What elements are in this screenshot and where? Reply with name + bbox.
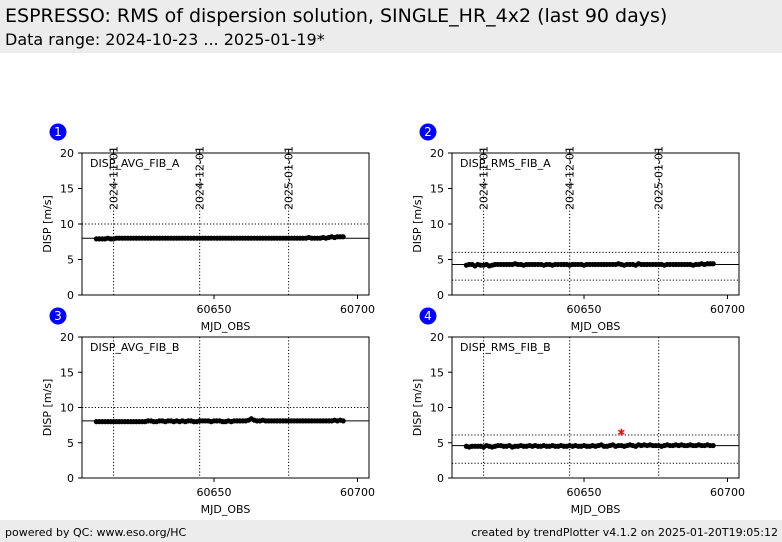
x-tick-label: 60700 [340, 303, 375, 316]
x-tick-label: 60700 [340, 486, 375, 499]
panel-number: 2 [424, 125, 432, 139]
panel-number-badge [49, 123, 67, 141]
data-point [710, 442, 716, 449]
x-tick-label: 60700 [710, 303, 745, 316]
x-tick-label: 60650 [197, 486, 232, 499]
data-range-subtitle: Data range: 2024-10-23 ... 2025-01-19* [5, 30, 325, 49]
y-tick-label: 20 [430, 331, 444, 344]
x-tick-label: 60650 [567, 303, 602, 316]
footer-created-by: created by trendPlotter v4.1.2 on 2025-0… [471, 526, 778, 539]
outlier-stroke [617, 429, 625, 435]
data-point [340, 234, 346, 240]
x-axis-label: MJD_OBS [571, 503, 621, 516]
x-axis-label: MJD_OBS [571, 320, 621, 333]
date-tick-label: 2025-01-01 [283, 146, 296, 210]
panel-number: 1 [54, 125, 62, 139]
y-tick-label: 20 [60, 331, 74, 344]
y-axis-label: DISP [m/s] [411, 379, 424, 437]
y-tick-label: 10 [430, 402, 444, 415]
panel-number-badge [49, 307, 67, 325]
page-title: ESPRESSO: RMS of dispersion solution, SI… [5, 5, 668, 27]
x-axis-label: MJD_OBS [201, 320, 251, 333]
panel-series-label: DISP_AVG_FIB_A [90, 157, 180, 170]
x-tick-label: 60650 [197, 303, 232, 316]
x-tick-label: 60650 [567, 486, 602, 499]
data-point [340, 418, 346, 424]
y-axis-label: DISP [m/s] [41, 195, 54, 253]
chart-panel-1: 1 2024-11-01 2024-12-01 2025-01-01 0 5 10 15 20 6… [41, 123, 375, 333]
y-axis-label: DISP [m/s] [41, 379, 54, 437]
date-tick-label: 2024-11-01 [478, 146, 491, 210]
y-tick-label: 0 [437, 289, 444, 302]
panel-number-badge [419, 123, 437, 141]
panel-number-badge [419, 307, 437, 325]
y-tick-label: 15 [60, 366, 74, 379]
panel-series-label: DISP_AVG_FIB_B [90, 341, 179, 354]
plot-frame [451, 152, 740, 296]
y-tick-label: 15 [60, 183, 74, 196]
y-tick-label: 15 [430, 366, 444, 379]
date-tick-label: 2025-01-01 [653, 146, 666, 210]
y-tick-label: 0 [67, 289, 74, 302]
y-tick-label: 0 [437, 472, 444, 485]
panel-number: 4 [424, 309, 432, 323]
y-tick-label: 0 [67, 472, 74, 485]
y-tick-label: 5 [437, 437, 444, 450]
panel-number: 3 [54, 309, 62, 323]
y-tick-label: 15 [430, 183, 444, 196]
x-tick-label: 60700 [710, 486, 745, 499]
date-tick-label: 2024-12-01 [564, 146, 577, 210]
footer: powered by QC: www.eso.org/HC created by… [0, 520, 782, 542]
date-tick-label: 2024-12-01 [194, 146, 207, 210]
chart-panel-3: 3 0 5 10 15 20 60650 60700 MJD_OBS DISP [m/s] DISP… [41, 307, 375, 516]
y-tick-label: 10 [60, 402, 74, 415]
outlier-point [617, 428, 625, 436]
y-axis-label: DISP [m/s] [411, 195, 424, 253]
chart-panel-2: 2 2024-11-01 2024-12-01 2025-01-01 0 5 10 15 20 6… [411, 123, 745, 333]
plot-frame [451, 336, 740, 479]
panel-series-label: DISP_RMS_FIB_B [460, 341, 551, 354]
header: ESPRESSO: RMS of dispersion solution, SI… [0, 0, 782, 53]
y-tick-label: 10 [60, 218, 74, 231]
date-tick-label: 2024-11-01 [108, 146, 121, 210]
y-tick-label: 5 [437, 254, 444, 267]
y-tick-label: 10 [430, 218, 444, 231]
panel-series-label: DISP_RMS_FIB_A [460, 157, 551, 170]
y-tick-label: 5 [67, 437, 74, 450]
y-tick-label: 20 [430, 147, 444, 160]
data-point [710, 261, 716, 267]
y-tick-label: 20 [60, 147, 74, 160]
y-tick-label: 5 [67, 254, 74, 267]
footer-powered-by: powered by QC: www.eso.org/HC [5, 526, 187, 539]
x-axis-label: MJD_OBS [201, 503, 251, 516]
chart-panel-4: 4 0 5 10 15 20 60650 60700 MJD_OBS DISP [m/s] DISP… [411, 307, 745, 516]
